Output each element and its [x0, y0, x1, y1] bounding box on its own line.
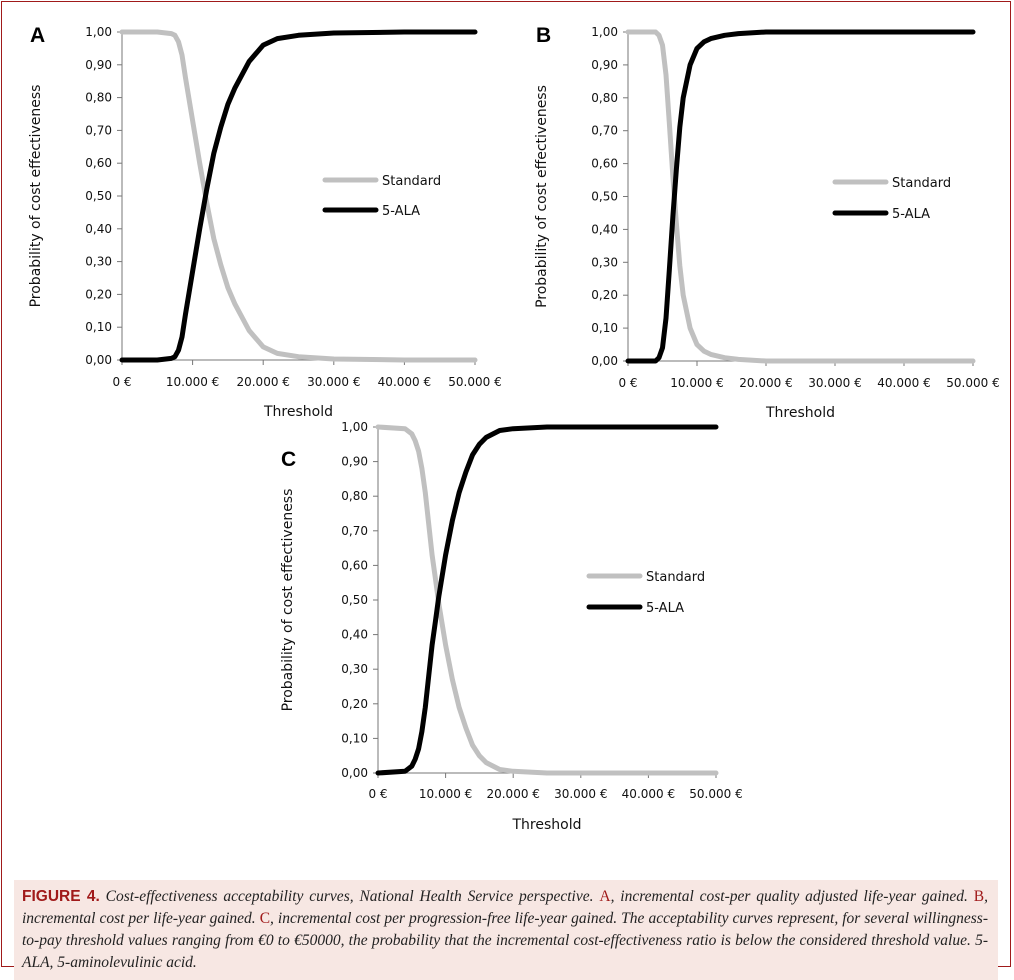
caption-ref-b: B: [973, 888, 985, 905]
chart-c-series-standard-line: [375, 424, 719, 776]
chart-a-y-axis-title: Probability of cost effectiveness: [28, 85, 44, 308]
chart-b: B 0,00 0,10 0,20 0,30 0,40 0,50 0,60 0,70 0,80 0,9…: [534, 24, 1000, 421]
chart-a-y-tick-label: 0,90: [85, 58, 112, 72]
chart-b-legend-label-five-ala: 5-ALA: [892, 207, 930, 222]
chart-a: A 0,00 0,10 0,20 0,30 0,40 0,50 0,60 0,70 0,80 0,9…: [28, 24, 502, 420]
caption-text-2: , incremental cost-per quality adjusted …: [610, 888, 974, 905]
chart-a-x-tick-label: 50.000 €: [448, 375, 501, 389]
chart-c: C 0,00 0,10 0,20 0,30 0,40 0,50 0,60 0,70 0,80 0,9…: [280, 420, 743, 833]
chart-a-y-tick-label: 0,60: [85, 156, 112, 170]
chart-c-x-tick-label: 40.000 €: [622, 787, 675, 801]
chart-c-y-tick-label: 0,30: [341, 662, 368, 676]
chart-b-y-tick-label: 0,30: [591, 255, 618, 269]
caption-ref-c: C: [259, 910, 271, 927]
chart-c-x-tick-label: 10.000 €: [419, 787, 472, 801]
figure-label: FIGURE 4.: [22, 888, 100, 905]
chart-c-y-tick-label: 0,60: [341, 558, 368, 572]
chart-c-y-tick-label: 0,70: [341, 524, 368, 538]
chart-c-y-tick-label: 0,10: [341, 731, 368, 745]
chart-b-x-tick-label: 50.000 €: [946, 376, 999, 390]
figure-caption: FIGURE 4. Cost-effectiveness acceptabili…: [14, 880, 998, 980]
chart-a-y-tick-label: 1,00: [85, 25, 112, 39]
chart-b-y-tick-label: 0,00: [591, 354, 618, 368]
chart-a-x-tick-label: 20.000 €: [236, 375, 289, 389]
charts-area: A 0,00 0,10 0,20 0,30 0,40 0,50 0,60 0,70 0,80 0,9…: [28, 24, 1000, 833]
chart-b-y-tick-label: 0,20: [591, 288, 618, 302]
chart-b-y-tick-label: 0,10: [591, 321, 618, 335]
chart-a-series-five-ala-line: [119, 29, 478, 363]
chart-c-x-tick-label: 20.000 €: [486, 787, 539, 801]
chart-c-y-axis-title: Probability of cost effectiveness: [280, 489, 296, 712]
chart-a-y-tick-label: 0,50: [85, 189, 112, 203]
chart-a-y-tick-label: 0,40: [85, 222, 112, 236]
chart-b-series-five-ala-line: [625, 29, 976, 364]
chart-b-y-tick-label: 0,50: [591, 190, 618, 204]
chart-b-legend-label-standard: Standard: [892, 176, 951, 191]
chart-b-y-tick-label: 0,70: [591, 124, 618, 138]
chart-c-y-tick-label: 0,40: [341, 628, 368, 642]
chart-a-x-tick-label: 30.000 €: [307, 375, 360, 389]
chart-a-x-tick-label: 10.000 €: [166, 375, 219, 389]
chart-b-y-tick-label: 0,90: [591, 58, 618, 72]
chart-a-x-tick-label: 0 €: [112, 375, 131, 389]
caption-text-4: , incremental cost per progression-free …: [22, 910, 988, 971]
chart-c-y-tick-label: 1,00: [341, 420, 368, 434]
chart-b-y-tick-label: 1,00: [591, 25, 618, 39]
chart-b-y-tick-label: 0,60: [591, 157, 618, 171]
chart-b-x-tick-label: 30.000 €: [808, 376, 861, 390]
chart-a-y-tick-label: 0,70: [85, 123, 112, 137]
chart-c-x-tick-label: 50.000 €: [689, 787, 742, 801]
chart-b-y-tick-label: 0,80: [591, 91, 618, 105]
chart-c-y-tick-label: 0,20: [341, 697, 368, 711]
chart-a-legend-label-five-ala: 5-ALA: [382, 204, 420, 219]
chart-c-x-tick-label: 0 €: [368, 787, 387, 801]
chart-c-y-tick-label: 0,90: [341, 455, 368, 469]
chart-a-y-tick-label: 0,30: [85, 255, 112, 269]
chart-c-x-axis-title: Threshold: [512, 817, 582, 833]
chart-a-y-tick-label: 0,10: [85, 320, 112, 334]
chart-a-x-axis-title: Threshold: [263, 404, 333, 420]
chart-c-y-tick-label: 0,00: [341, 766, 368, 780]
chart-a-panel-letter: A: [30, 24, 45, 47]
chart-b-panel-letter: B: [536, 24, 551, 47]
chart-a-y-tick-label: 0,20: [85, 287, 112, 301]
caption-text-3: , incremental cost per life-year gained.: [22, 888, 988, 927]
chart-c-legend-label-standard: Standard: [646, 570, 705, 585]
chart-c-y-tick-label: 0,80: [341, 489, 368, 503]
chart-b-series-standard-line: [625, 29, 976, 364]
chart-a-x-tick-label: 40.000 €: [378, 375, 431, 389]
chart-b-x-tick-label: 20.000 €: [739, 376, 792, 390]
chart-b-y-tick-label: 0,40: [591, 222, 618, 236]
chart-b-y-axis-title: Probability of cost effectiveness: [534, 85, 550, 308]
chart-b-x-tick-label: 40.000 €: [877, 376, 930, 390]
chart-a-y-tick-label: 0,00: [85, 353, 112, 367]
chart-a-series-standard-line: [119, 29, 478, 363]
caption-text-1: Cost-effectiveness acceptability curves,…: [99, 888, 600, 905]
caption-ref-a: A: [599, 888, 611, 905]
chart-c-series-five-ala-line: [375, 424, 719, 776]
chart-b-x-axis-title: Threshold: [765, 405, 835, 421]
chart-a-y-tick-label: 0,80: [85, 91, 112, 105]
chart-c-y-tick-label: 0,50: [341, 593, 368, 607]
chart-c-x-tick-label: 30.000 €: [554, 787, 607, 801]
chart-b-x-tick-label: 10.000 €: [670, 376, 723, 390]
chart-a-legend-label-standard: Standard: [382, 174, 441, 189]
chart-c-legend-label-five-ala: 5-ALA: [646, 601, 684, 616]
chart-b-x-tick-label: 0 €: [618, 376, 637, 390]
chart-c-panel-letter: C: [281, 448, 296, 471]
